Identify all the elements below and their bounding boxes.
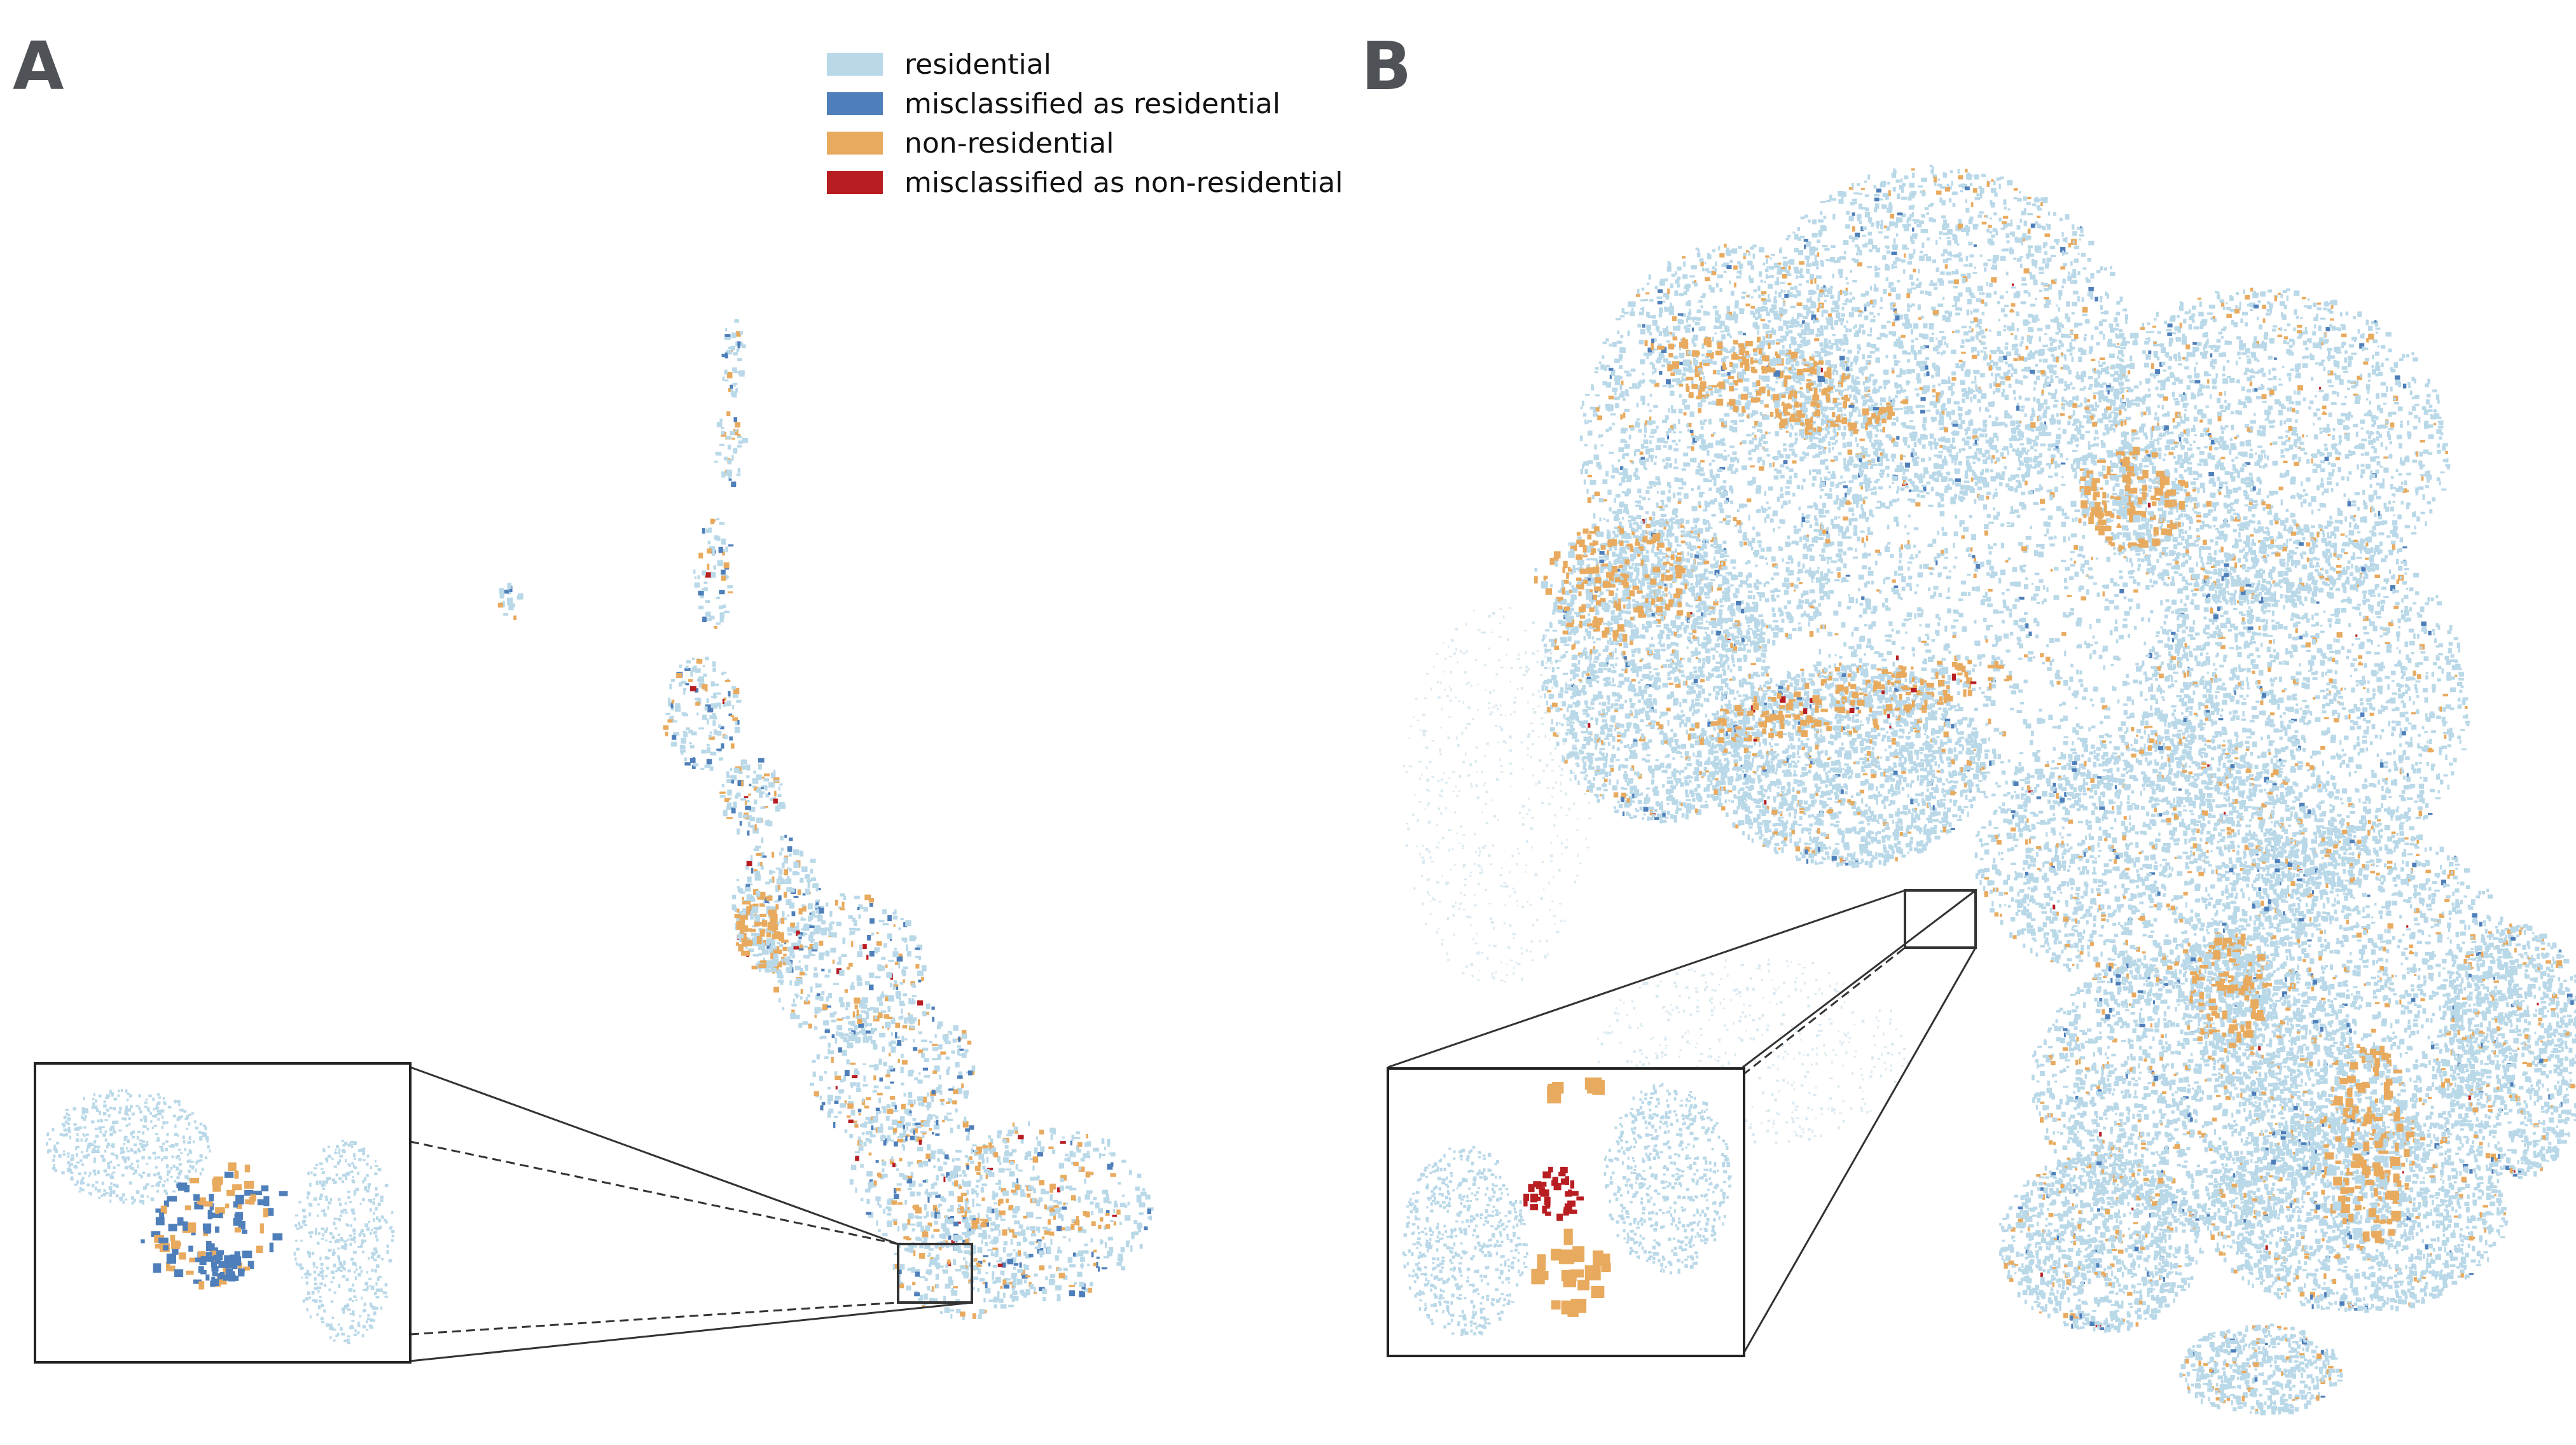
legend-label: misclassified as non-residential	[904, 167, 1343, 199]
legend: residential misclassified as residential…	[827, 45, 1343, 202]
panel-b-inset	[1387, 1067, 1745, 1357]
legend-label: non-residential	[904, 127, 1114, 160]
panel-b-map	[1402, 165, 2576, 1416]
panel-a-inset-buildings	[46, 1088, 395, 1345]
panel-a-label: A	[13, 33, 64, 99]
legend-item-residential: residential	[827, 45, 1343, 84]
legend-label: misclassified as residential	[904, 88, 1280, 120]
legend-swatch-residential	[827, 53, 883, 76]
legend-swatch-misclassified-non-residential	[827, 171, 883, 194]
legend-label: residential	[904, 48, 1051, 81]
panel-b-inset-connectors	[1387, 889, 1977, 1355]
panel-a-map	[497, 319, 1154, 1320]
panel-b-zoom-box	[1904, 889, 1977, 949]
panel-b-label: B	[1361, 33, 1411, 99]
panel-a-inset-connectors	[410, 1066, 973, 1362]
legend-item-misclassified-non-residential: misclassified as non-residential	[827, 163, 1343, 202]
panel-a-zoom-box	[897, 1243, 973, 1304]
legend-swatch-non-residential	[827, 132, 883, 155]
legend-item-misclassified-residential: misclassified as residential	[827, 84, 1343, 123]
panel-b-inset-buildings	[1402, 1077, 1732, 1336]
legend-item-non-residential: non-residential	[827, 123, 1343, 163]
legend-swatch-misclassified-residential	[827, 92, 883, 115]
panel-a-inset	[34, 1062, 412, 1364]
